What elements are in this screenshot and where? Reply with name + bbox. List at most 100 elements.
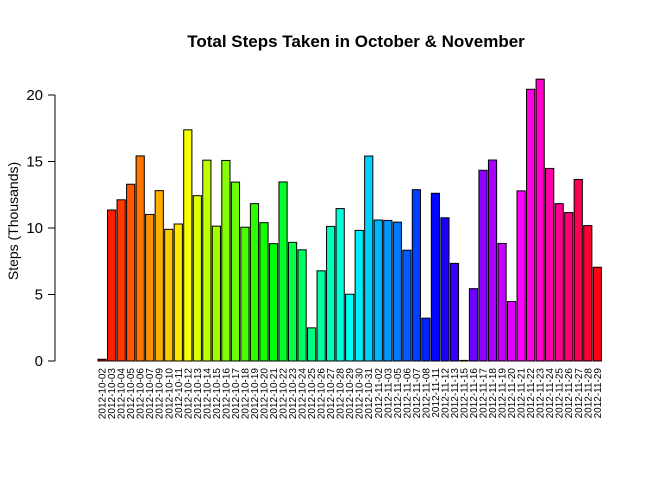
y-tick-label: 5	[35, 287, 43, 304]
x-tick-label: 2012-11-23	[536, 368, 547, 419]
x-tick-label: 2012-10-18	[240, 368, 251, 420]
x-tick-label: 2012-11-19	[498, 368, 509, 419]
x-tick-label: 2012-10-10	[164, 368, 175, 420]
x-tick-label: 2012-10-05	[126, 368, 137, 420]
bar	[573, 178, 583, 362]
x-tick-label: 2012-10-31	[364, 368, 375, 420]
x-tick-label: 2012-11-28	[583, 368, 594, 419]
bar	[430, 192, 441, 362]
x-tick-label: 2012-10-14	[202, 368, 213, 420]
bar	[316, 270, 326, 362]
x-tick-label: 2012-10-22	[279, 368, 290, 420]
y-tick-label: 0	[35, 353, 43, 370]
bar	[478, 169, 488, 362]
bar	[564, 212, 574, 362]
bar	[116, 199, 126, 362]
x-tick-label: 2012-11-26	[564, 368, 575, 419]
bar	[97, 358, 107, 362]
x-tick-label: 2012-10-12	[183, 368, 194, 420]
x-tick-label: 2012-11-12	[440, 368, 451, 419]
x-tick-label: 2012-10-19	[250, 368, 261, 420]
bar	[516, 190, 526, 362]
x-tick-label: 2012-11-24	[545, 368, 556, 419]
bar	[307, 327, 317, 362]
bar	[278, 181, 288, 362]
x-tick-label: 2012-10-15	[212, 368, 223, 420]
x-tick-label: 2012-10-07	[145, 368, 156, 420]
bar	[592, 266, 602, 362]
x-tick-label: 2012-11-16	[469, 368, 480, 419]
x-tick-label: 2012-11-13	[450, 368, 461, 419]
bar	[230, 181, 241, 362]
bar	[202, 159, 212, 362]
x-tick-label: 2012-10-02	[98, 368, 109, 420]
bar	[449, 262, 460, 362]
bar	[392, 221, 402, 362]
bar	[240, 226, 250, 362]
x-tick-label: 2012-11-03	[383, 368, 394, 419]
bar	[545, 167, 555, 362]
x-tick-label: 2012-10-11	[174, 368, 185, 419]
bar	[145, 213, 155, 362]
bar	[126, 183, 136, 362]
bar	[135, 155, 145, 362]
bar	[526, 88, 536, 362]
bar	[297, 249, 307, 362]
bar	[402, 249, 412, 362]
bar	[383, 219, 393, 362]
x-tick-label: 2012-11-17	[479, 368, 490, 419]
x-tick-label: 2012-11-02	[374, 368, 385, 419]
x-tick-label: 2012-11-20	[507, 368, 518, 419]
x-tick-label: 2012-10-09	[155, 368, 166, 420]
bar	[583, 225, 593, 362]
chart-title: Total Steps Taken in October & November	[187, 32, 525, 51]
bar	[373, 219, 383, 362]
bar	[335, 208, 345, 362]
x-tick-label: 2012-10-20	[259, 368, 270, 420]
y-axis: 0 5 10 15 20	[26, 87, 56, 370]
x-axis-labels: 2012-10-022012-10-032012-10-042012-10-05…	[98, 368, 604, 420]
bar	[554, 203, 564, 362]
bars	[97, 78, 602, 362]
x-tick-label: 2012-10-24	[298, 368, 309, 420]
bar	[487, 159, 498, 362]
x-tick-label: 2012-11-27	[574, 368, 585, 419]
x-tick-label: 2012-11-29	[593, 368, 604, 419]
bar	[221, 159, 231, 362]
bar	[259, 222, 269, 362]
bar	[287, 241, 298, 362]
x-tick-label: 2012-11-15	[459, 368, 470, 419]
x-tick-label: 2012-11-05	[393, 368, 404, 419]
bar	[411, 189, 421, 362]
x-tick-label: 2012-10-17	[231, 368, 242, 420]
y-axis-label: Steps (Thousands)	[5, 162, 21, 280]
bar	[183, 129, 193, 362]
x-tick-label: 2012-10-30	[355, 368, 366, 420]
y-tick-label: 20	[26, 87, 43, 104]
bar	[249, 203, 260, 362]
x-tick-label: 2012-10-06	[136, 368, 147, 420]
x-tick-label: 2012-10-26	[317, 368, 328, 420]
bar	[440, 217, 450, 362]
bar	[364, 155, 374, 362]
x-tick-label: 2012-10-27	[326, 368, 337, 420]
y-tick-label: 15	[26, 154, 43, 171]
x-tick-label: 2012-11-08	[421, 368, 432, 419]
x-tick-label: 2012-10-03	[107, 368, 118, 420]
bar	[192, 195, 202, 362]
x-tick-label: 2012-11-07	[412, 368, 423, 419]
bar	[506, 301, 517, 362]
x-tick-label: 2012-10-16	[221, 368, 232, 420]
x-tick-label: 2012-11-22	[526, 368, 537, 419]
bar	[211, 225, 221, 362]
bar	[459, 359, 469, 362]
bar	[154, 190, 164, 362]
x-tick-label: 2012-10-25	[307, 368, 318, 420]
bar	[326, 225, 336, 362]
x-tick-label: 2012-10-28	[336, 368, 347, 420]
x-tick-label: 2012-10-13	[193, 368, 204, 420]
x-tick-label: 2012-11-18	[488, 368, 499, 419]
x-tick-label: 2012-10-04	[117, 368, 128, 420]
bar	[497, 242, 507, 362]
